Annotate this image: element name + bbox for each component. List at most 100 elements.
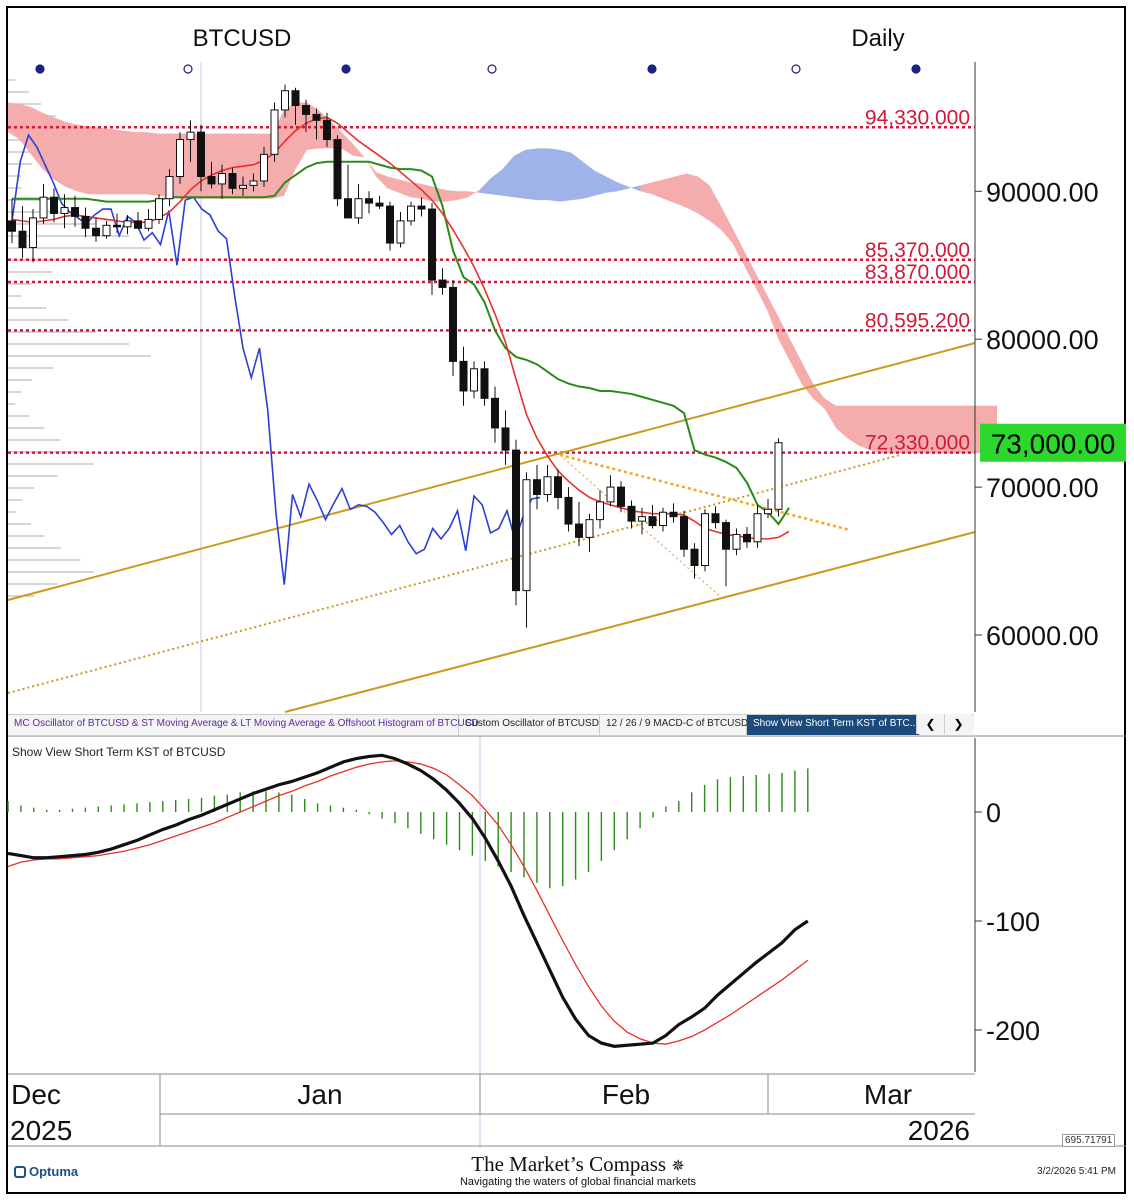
candle-body [690, 548, 699, 566]
cycle-marker-open [791, 64, 801, 74]
candle-body [134, 220, 142, 229]
candle-body [564, 496, 573, 525]
kst-panel [7, 735, 1126, 1048]
ichimoku-cloud-segment [445, 189, 457, 202]
candle-body [438, 279, 447, 288]
period-label: Daily [851, 25, 904, 52]
brand-tagline: Navigating the waters of global financia… [459, 1176, 696, 1188]
ichimoku-cloud-segment [146, 132, 158, 196]
ichimoku-cloud-segment [560, 149, 572, 202]
ichimoku-cloud-segment [905, 405, 917, 454]
candle-body [428, 208, 436, 281]
candle-body [260, 153, 268, 182]
tab-next-button[interactable]: ❯ [944, 714, 972, 734]
kst-tick-label: 0 [986, 798, 1001, 828]
ichimoku-cloud-segment [721, 206, 733, 244]
candle-body [239, 184, 247, 189]
downtrend-line [559, 453, 851, 532]
ichimoku-cloud-segment [629, 185, 641, 192]
candle-body [543, 476, 552, 495]
candle-body [29, 217, 37, 249]
kst-signal-line [7, 760, 809, 1045]
axes: 90000.00 80000.00 70000.00 60000.00 73,000.0… [8, 62, 1126, 1147]
tab-mc-oscillator[interactable]: MC Oscillator of BTCUSD & ST Moving Aver… [8, 715, 479, 735]
tab-prev-button[interactable]: ❮ [916, 714, 944, 734]
candle-body [386, 205, 394, 244]
ichimoku-cloud-segment [284, 102, 296, 196]
last-price-badge [980, 423, 1126, 462]
candle-body [291, 90, 300, 107]
ichimoku-cloud-segment [859, 405, 871, 451]
candle-body [711, 513, 720, 524]
tab-macd[interactable]: 12 / 26 / 9 MACD-C of BTCUSD [600, 715, 748, 735]
candle-body [522, 479, 531, 592]
candle-body [659, 511, 667, 527]
ichimoku-cloud-segment [583, 161, 595, 199]
ichimoku-cloud-segment [111, 129, 123, 195]
candle-body [743, 533, 751, 543]
candle-body [732, 533, 741, 550]
candle-body [165, 176, 174, 200]
lt-moving-average-line [12, 160, 790, 526]
compass-rose-icon: ✵ [671, 1158, 685, 1175]
brand-title-text: The Market’s Compass [471, 1152, 667, 1176]
price-tick-label: 90000.00 [986, 177, 1099, 207]
ichimoku-cloud-segment [376, 172, 388, 189]
ichimoku-cloud-segment [19, 104, 31, 155]
ichimoku-cloud-segment [813, 383, 825, 409]
candle-body [155, 198, 163, 220]
ichimoku-cloud-segment [410, 182, 422, 199]
candle-body [281, 90, 289, 111]
candle-body [113, 224, 121, 228]
ichimoku-cloud-segment [399, 179, 411, 198]
candle-body [722, 522, 730, 550]
tab-mc-oscillator-label: MC Oscillator of BTCUSD & ST Moving Aver… [14, 718, 479, 729]
candle-body [50, 196, 58, 214]
ichimoku-cloud-segment [88, 126, 100, 195]
tab-custom-oscillator[interactable]: Custom Oscillator of BTCUSD [459, 715, 600, 735]
ichimoku-cloud-segment [100, 127, 112, 195]
ichimoku-cloud-segment [617, 182, 629, 192]
price-tick-label: 70000.00 [986, 473, 1099, 503]
candle-body [344, 198, 352, 219]
ichimoku-cloud-segment [755, 272, 767, 310]
candle-body [249, 180, 258, 186]
ichimoku-cloud-segment [571, 152, 583, 201]
ichimoku-cloud-segment [422, 183, 434, 202]
candle-body [312, 113, 321, 121]
ichimoku-cloud-segment [502, 155, 514, 198]
candle-body [627, 505, 636, 522]
candle-body [123, 220, 132, 228]
candle-body [365, 198, 373, 204]
ichimoku-cloud-segment [836, 405, 848, 439]
footer: Optuma The Market’s Compass ✵ Navigating… [8, 1148, 1126, 1192]
ichimoku-cloud-segment [65, 121, 77, 192]
ichimoku-cloud-segment [778, 317, 790, 362]
ichimoku-cloud-segment [951, 405, 963, 454]
tab-short-term-kst[interactable]: Show View Short Term KST of BTC... [747, 715, 920, 735]
ichimoku-cloud-segment [640, 182, 652, 195]
candle-body [228, 173, 237, 189]
candle-body [669, 511, 678, 518]
month-label: Jan [297, 1079, 342, 1110]
ichimoku-cloud-segment [77, 124, 89, 195]
ichimoku-cloud-segment [514, 149, 526, 199]
scale-value: 695.71791 [1062, 1134, 1116, 1147]
ichimoku-cloud-segment [652, 179, 664, 199]
channel-upper-line [7, 342, 976, 601]
candle-body [333, 139, 342, 200]
ichimoku-cloud-segment [882, 405, 894, 454]
candle-body [512, 449, 520, 592]
candle-body [144, 218, 153, 229]
candle-body [753, 513, 762, 543]
ichimoku-cloud-segment [675, 173, 687, 208]
optuma-logo-text: Optuma [29, 1164, 79, 1179]
candle-body [480, 368, 489, 399]
ichimoku-cloud-segment [479, 177, 491, 195]
kst-line [7, 753, 809, 1048]
price-tick-label: 80000.00 [986, 325, 1099, 355]
ichimoku-cloud-segment [491, 169, 503, 196]
ichimoku-cloud-segment [203, 133, 215, 199]
